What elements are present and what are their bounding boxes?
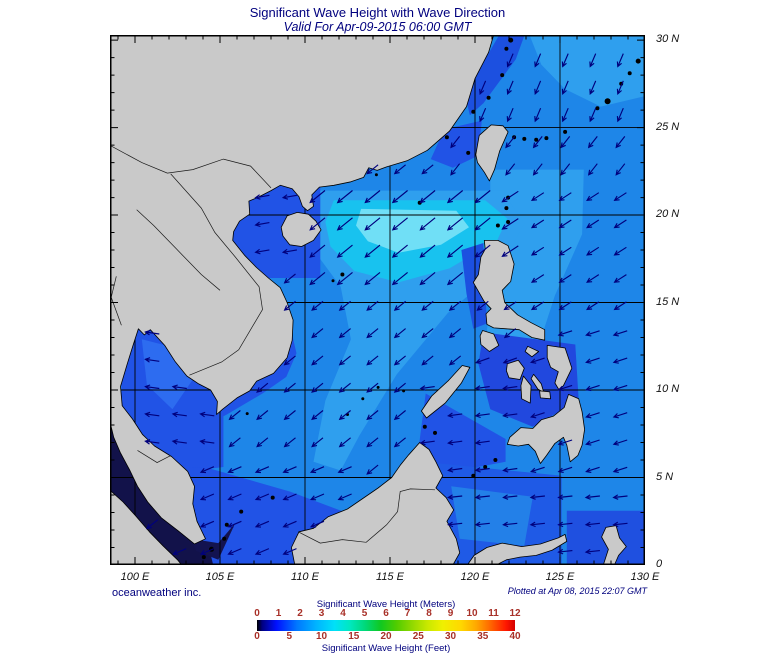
lon-tick-label: 105 E <box>205 571 235 583</box>
oceanweather-credit: oceanweather inc. <box>112 587 202 599</box>
feet-tick: 30 <box>444 631 457 642</box>
meters-tick: 9 <box>447 608 454 619</box>
meters-tick: 7 <box>404 608 411 619</box>
legend-colorbar <box>257 620 515 631</box>
feet-tick: 5 <box>286 631 293 642</box>
legend-meters-ticks: 0 1 2 3 4 5 6 7 8 9 10 11 12 <box>254 608 520 619</box>
meters-tick: 2 <box>297 608 303 619</box>
meters-tick: 6 <box>383 608 389 619</box>
meters-tick: 11 <box>488 608 499 619</box>
lat-tick-label: 15 N <box>656 295 680 308</box>
lat-tick-label: 0 <box>656 558 663 570</box>
lat-tick-label: 30 N <box>656 33 680 46</box>
legend-feet-ticks: 0 5 10 15 20 25 30 35 40 <box>254 631 520 642</box>
lon-tick-label: 100 E <box>120 571 150 583</box>
page-title: Significant Wave Height with Wave Direct… <box>249 5 506 20</box>
lat-tick-label: 10 N <box>656 383 680 396</box>
meters-tick: 8 <box>426 608 432 619</box>
meters-tick: 10 <box>466 608 478 619</box>
lon-tick-label: 130 E <box>630 571 660 583</box>
meters-tick: 3 <box>318 608 325 619</box>
lat-tick-label: 20 N <box>656 208 680 221</box>
meters-tick: 5 <box>361 608 368 619</box>
map-svg <box>110 35 646 565</box>
feet-tick: 25 <box>412 631 424 642</box>
feet-tick: 35 <box>477 631 489 642</box>
lon-tick-label: 120 E <box>460 571 490 583</box>
feet-tick: 20 <box>380 631 392 642</box>
feet-tick: 10 <box>315 631 328 642</box>
lon-tick-label: 115 E <box>376 571 404 583</box>
plotted-timestamp: Plotted at Apr 08, 2015 22:07 GMT <box>507 586 647 596</box>
map-area <box>110 35 646 565</box>
lat-tick-label: 5 N <box>656 470 674 483</box>
feet-tick: 40 <box>509 631 521 642</box>
legend-title-feet: Significant Wave Height (Feet) <box>321 643 451 654</box>
meters-tick: 4 <box>340 608 346 619</box>
feet-tick: 0 <box>254 631 260 642</box>
lon-tick-label: 125 E <box>545 571 575 583</box>
lat-tick-label: 25 N <box>656 120 680 133</box>
lon-tick-label: 110 E <box>291 571 319 583</box>
meters-tick: 12 <box>509 608 521 619</box>
feet-tick: 15 <box>348 631 360 642</box>
meters-tick: 1 <box>275 608 282 619</box>
valid-time-subtitle: Valid For Apr-09-2015 06:00 GMT <box>283 20 472 34</box>
meters-tick: 0 <box>254 608 260 619</box>
legend-title-meters: Significant Wave Height (Meters) <box>316 599 456 610</box>
